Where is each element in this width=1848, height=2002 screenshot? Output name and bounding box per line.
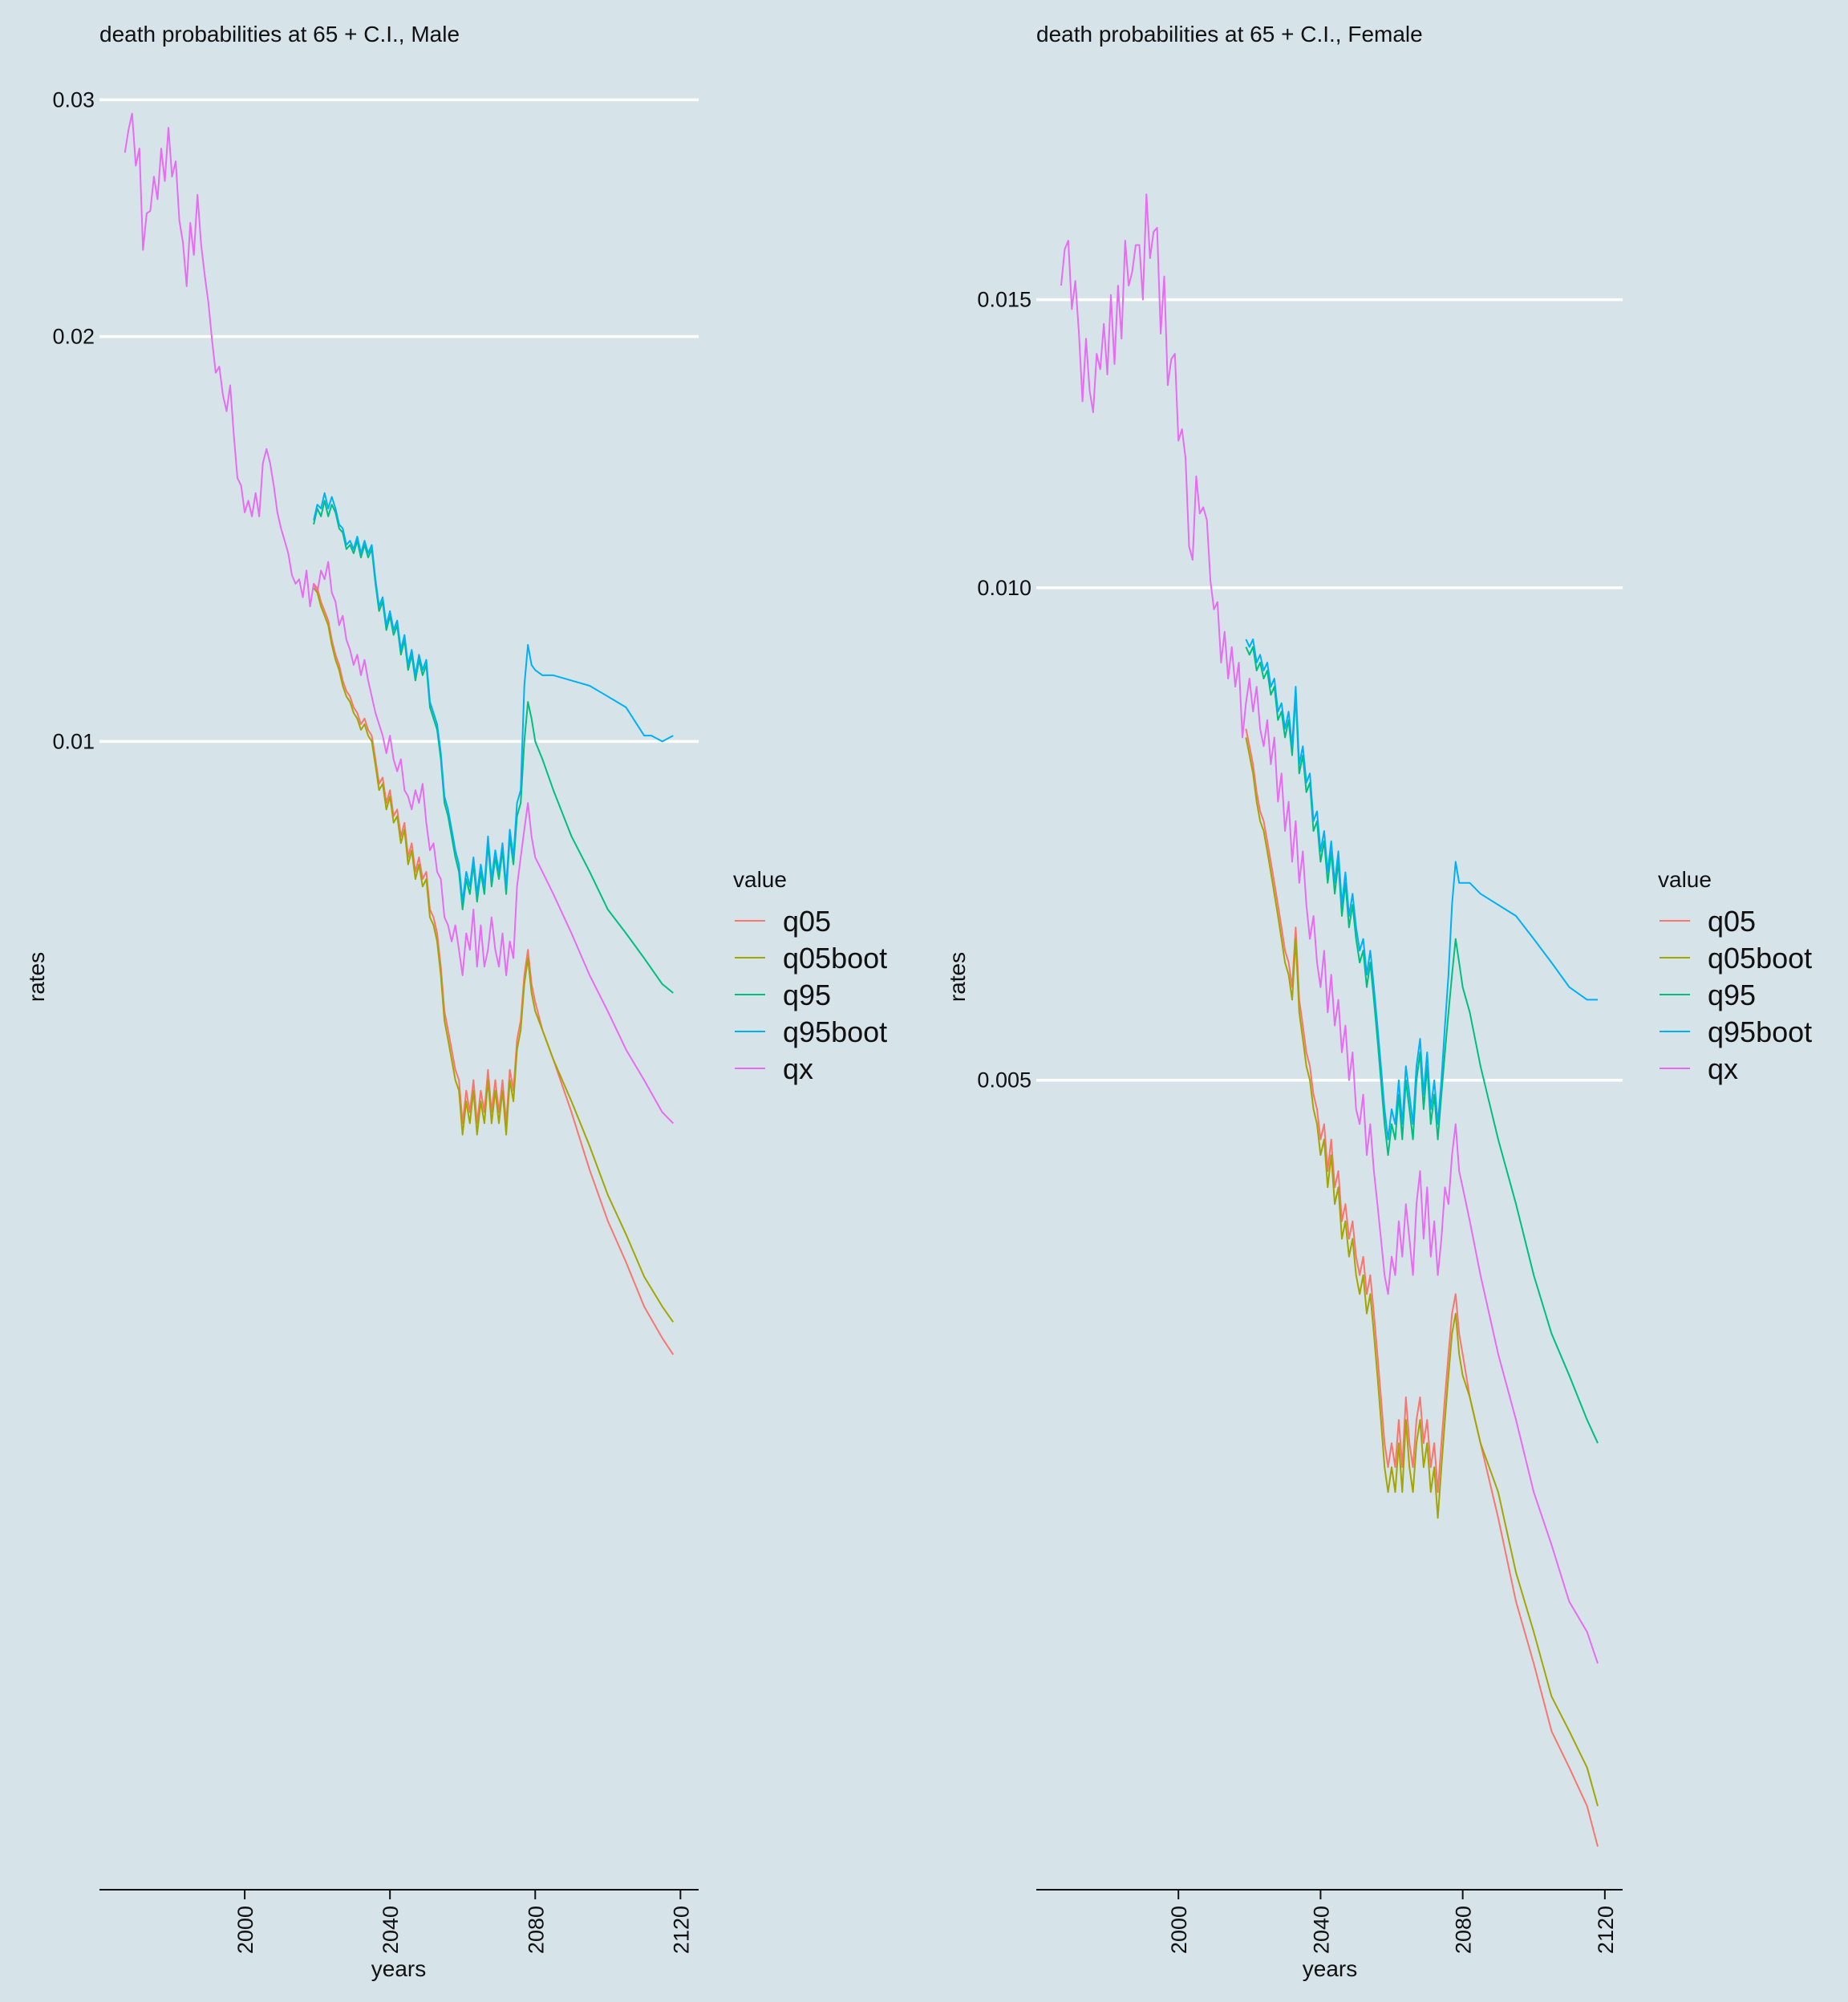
panel-female-grid — [1036, 298, 1623, 1082]
panel-female-title: death probabilities at 65 + C.I., Female — [1036, 22, 1423, 47]
legend-label-q95boot: q95boot — [783, 1015, 887, 1048]
panel-male-grid — [99, 98, 699, 744]
x-tick-label: 2000 — [1167, 1906, 1191, 1954]
x-tick-label: 2040 — [379, 1906, 403, 1954]
x-tick-label: 2120 — [669, 1906, 693, 1954]
panel-male-legend-title: value — [733, 867, 787, 892]
series-line-q95boot — [1245, 638, 1598, 1141]
panel-female-legend-title: value — [1658, 867, 1712, 892]
panel-male-legend-entries: q05 q05boot q95 q95boot qx — [735, 905, 887, 1085]
panel-male-legend: value q05 q05boot q95 q95boot qx — [733, 867, 887, 1085]
series-line-q05 — [313, 583, 675, 1356]
panel-male-y-ticks: 0.01 0.02 0.03 — [52, 87, 95, 753]
x-tick-label: 2040 — [1309, 1906, 1333, 1954]
y-tick-label: 0.03 — [52, 87, 95, 111]
panel-female-y-axis-label: rates — [945, 952, 970, 1002]
series-line-q05boot — [313, 587, 675, 1323]
y-tick-label: 0.02 — [52, 325, 95, 349]
y-tick-label: 0.010 — [977, 576, 1031, 600]
legend-label-qx: qx — [1708, 1052, 1738, 1085]
series-line-q05boot — [1245, 737, 1599, 1806]
y-tick-label: 0.015 — [977, 288, 1031, 312]
y-tick-label: 0.005 — [977, 1068, 1031, 1092]
panel-male-x-axis-label: years — [371, 1956, 426, 1981]
panel-female-x-axis-label: years — [1303, 1956, 1357, 1981]
panel-male-y-axis-label: rates — [24, 952, 49, 1002]
panel-male: death probabilities at 65 + C.I., Male 2… — [24, 22, 887, 1981]
x-tick-label: 2000 — [233, 1906, 257, 1954]
series-line-qx — [124, 112, 675, 1125]
panel-male-title: death probabilities at 65 + C.I., Male — [99, 22, 460, 47]
legend-label-q95boot: q95boot — [1708, 1015, 1812, 1048]
legend-label-q95: q95 — [1708, 979, 1756, 1011]
series-line-q95boot — [313, 492, 674, 903]
x-tick-label: 2080 — [524, 1906, 548, 1954]
legend-label-q05: q05 — [1708, 905, 1756, 938]
legend-label-qx: qx — [783, 1052, 813, 1085]
panel-male-x-ticks: 2000 2040 2080 2120 — [233, 1890, 693, 1954]
series-line-q05 — [1245, 728, 1599, 1847]
panel-female-series — [1060, 193, 1599, 1847]
series-line-q95 — [1245, 646, 1599, 1444]
legend-label-q05boot: q05boot — [783, 942, 887, 975]
panel-female-legend: value q05 q05boot q95 q95boot qx — [1658, 867, 1812, 1085]
panel-female: death probabilities at 65 + C.I., Female… — [945, 22, 1812, 1981]
panel-female-y-ticks: 0.005 0.010 0.015 — [977, 288, 1031, 1092]
y-tick-label: 0.01 — [52, 729, 95, 753]
x-tick-label: 2120 — [1594, 1906, 1618, 1954]
x-tick-label: 2080 — [1452, 1906, 1476, 1954]
panel-female-x-ticks: 2000 2040 2080 2120 — [1167, 1890, 1618, 1954]
panel-female-legend-entries: q05 q05boot q95 q95boot qx — [1660, 905, 1812, 1085]
legend-label-q95: q95 — [783, 979, 831, 1011]
panel-male-series — [124, 112, 675, 1356]
series-line-qx — [1060, 193, 1599, 1664]
legend-label-q05: q05 — [783, 905, 831, 938]
legend-label-q05boot: q05boot — [1708, 942, 1812, 975]
